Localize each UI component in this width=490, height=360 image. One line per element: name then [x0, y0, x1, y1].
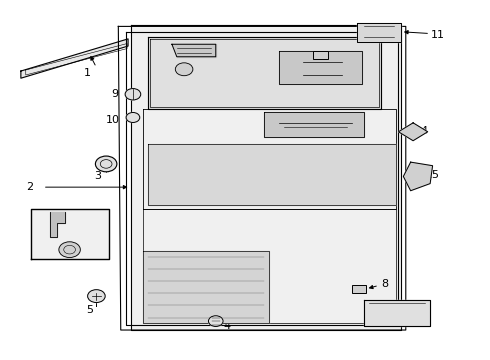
Text: 1: 1: [84, 68, 91, 78]
Circle shape: [59, 242, 80, 257]
Polygon shape: [147, 144, 396, 205]
Polygon shape: [172, 44, 216, 57]
Polygon shape: [50, 212, 65, 237]
Text: 5: 5: [87, 305, 94, 315]
FancyBboxPatch shape: [352, 285, 366, 293]
Text: 13: 13: [170, 59, 183, 69]
Polygon shape: [265, 112, 365, 137]
Text: 9: 9: [111, 89, 118, 99]
Text: 7: 7: [421, 305, 428, 315]
Text: 11: 11: [431, 30, 445, 40]
Polygon shape: [30, 208, 109, 258]
Polygon shape: [279, 51, 362, 84]
Circle shape: [125, 89, 141, 100]
Polygon shape: [365, 300, 430, 327]
Circle shape: [96, 156, 117, 172]
Text: 4: 4: [223, 321, 230, 331]
Circle shape: [88, 290, 105, 302]
Text: 15: 15: [426, 170, 440, 180]
Polygon shape: [143, 251, 270, 323]
Text: 14: 14: [415, 126, 429, 136]
Polygon shape: [130, 24, 401, 330]
Polygon shape: [357, 23, 401, 42]
Polygon shape: [403, 162, 433, 191]
Circle shape: [175, 63, 193, 76]
Text: 2: 2: [26, 182, 33, 192]
Polygon shape: [147, 37, 381, 109]
Text: 6: 6: [48, 252, 55, 262]
Polygon shape: [150, 39, 379, 107]
Polygon shape: [398, 123, 428, 141]
Polygon shape: [21, 39, 128, 78]
Text: 8: 8: [381, 279, 389, 289]
Text: 3: 3: [94, 171, 101, 181]
FancyBboxPatch shape: [313, 51, 328, 59]
Text: 12: 12: [350, 46, 364, 57]
Circle shape: [208, 316, 223, 327]
Circle shape: [126, 112, 140, 122]
Text: 10: 10: [106, 115, 120, 125]
